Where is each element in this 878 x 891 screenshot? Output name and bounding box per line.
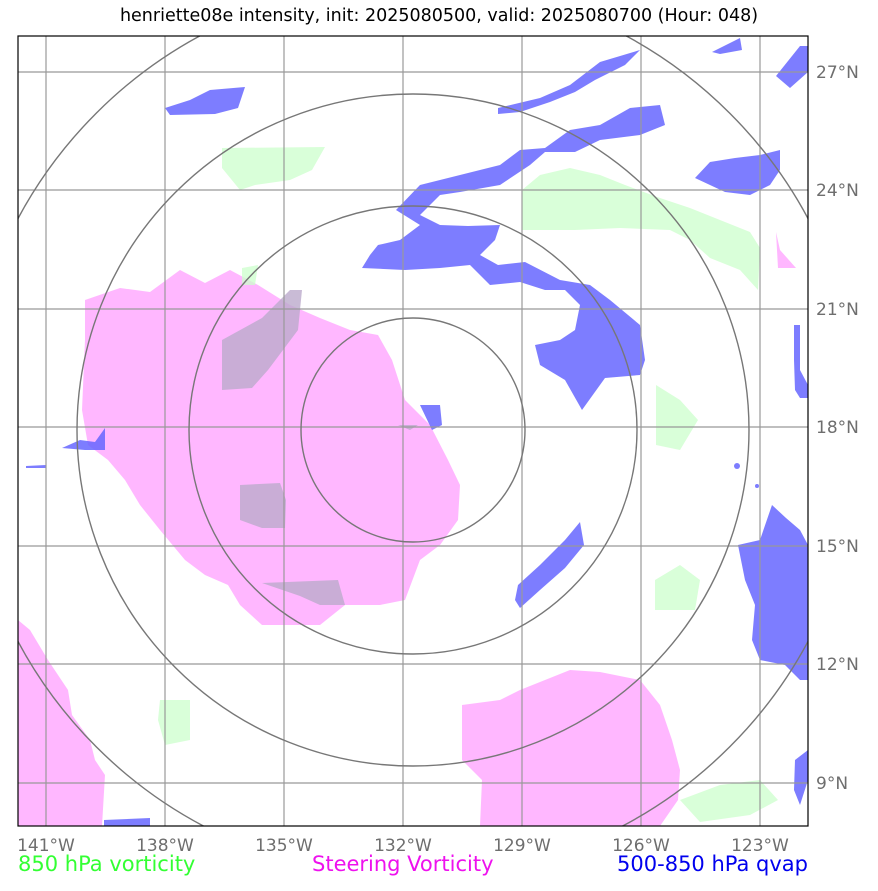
plot-frame [17,35,809,827]
steering-vorticity-se [462,670,680,826]
lon-label-132w: 132°W [374,836,432,856]
distance-rings [18,36,808,826]
lat-label-27n: 27°N [816,63,859,83]
lat-lon-grid [18,36,808,826]
lon-label-141w: 141°W [17,836,75,856]
steering-vorticity-sw [18,620,105,826]
lat-label-9n: 9°N [816,774,848,794]
ring-third [76,93,750,767]
ring-second [188,205,638,655]
lon-label-129w: 129°W [493,836,551,856]
legend-850-vorticity: 850 hPa vorticity [18,852,196,876]
lat-label-15n: 15°N [816,537,859,557]
legend-steering-vorticity: Steering Vorticity [312,852,494,876]
legend-qvap: 500-850 hPa qvap [617,852,808,876]
lon-label-126w: 126°W [612,836,670,856]
steering-vorticity-areas [18,232,796,826]
lat-label-12n: 12°N [816,655,859,675]
lat-label-18n: 18°N [816,418,859,438]
lat-label-24n: 24°N [816,181,859,201]
lon-label-123w: 123°W [731,836,789,856]
steering-vorticity-main [82,270,460,625]
lat-label-21n: 21°N [816,300,859,320]
longitude-labels: 141°W 138°W 135°W 132°W 129°W 126°W 123°… [17,836,789,856]
vorticity-850-areas [158,147,778,822]
latitude-labels: 27°N 24°N 21°N 18°N 15°N 12°N 9°N [816,63,859,794]
lon-label-135w: 135°W [255,836,313,856]
qvap-areas [26,38,808,826]
ring-inner [300,317,526,543]
steering-vorticity-east [776,232,796,268]
lon-label-138w: 138°W [136,836,194,856]
chart-title: henriette08e intensity, init: 2025080500… [119,6,759,26]
